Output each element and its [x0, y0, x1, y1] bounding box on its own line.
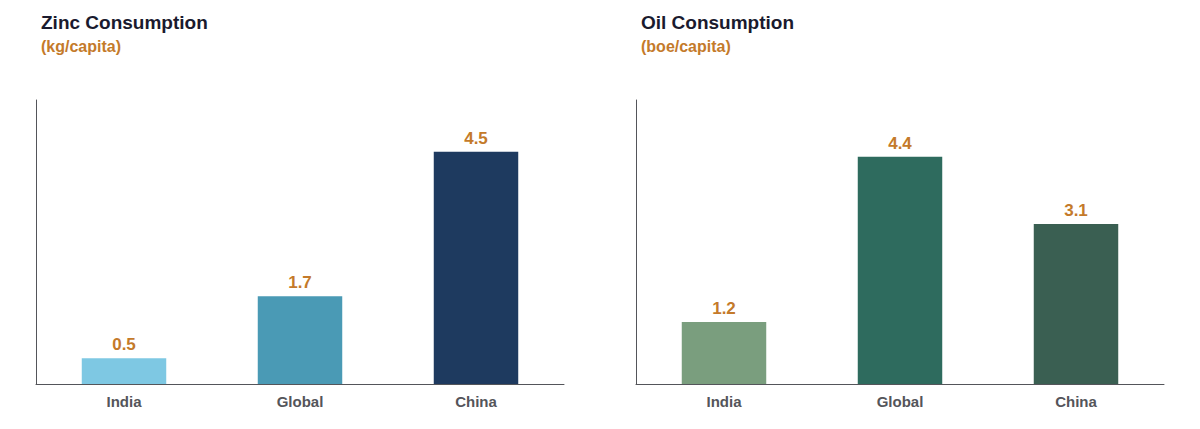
svg-text:Global: Global [877, 393, 924, 410]
svg-text:4.4: 4.4 [888, 134, 912, 153]
svg-text:Zinc Consumption: Zinc Consumption [41, 12, 208, 33]
svg-text:Oil Consumption: Oil Consumption [641, 12, 794, 33]
svg-text:(kg/capita): (kg/capita) [41, 38, 121, 55]
svg-text:1.2: 1.2 [712, 299, 736, 318]
svg-text:Global: Global [277, 393, 324, 410]
svg-text:China: China [455, 393, 497, 410]
svg-text:0.5: 0.5 [112, 335, 136, 354]
svg-text:(boe/capita): (boe/capita) [641, 38, 731, 55]
svg-text:4.5: 4.5 [464, 129, 488, 148]
svg-text:1.7: 1.7 [288, 273, 312, 292]
svg-text:China: China [1055, 393, 1097, 410]
svg-text:3.1: 3.1 [1064, 201, 1088, 220]
svg-text:India: India [106, 393, 142, 410]
svg-text:India: India [706, 393, 742, 410]
